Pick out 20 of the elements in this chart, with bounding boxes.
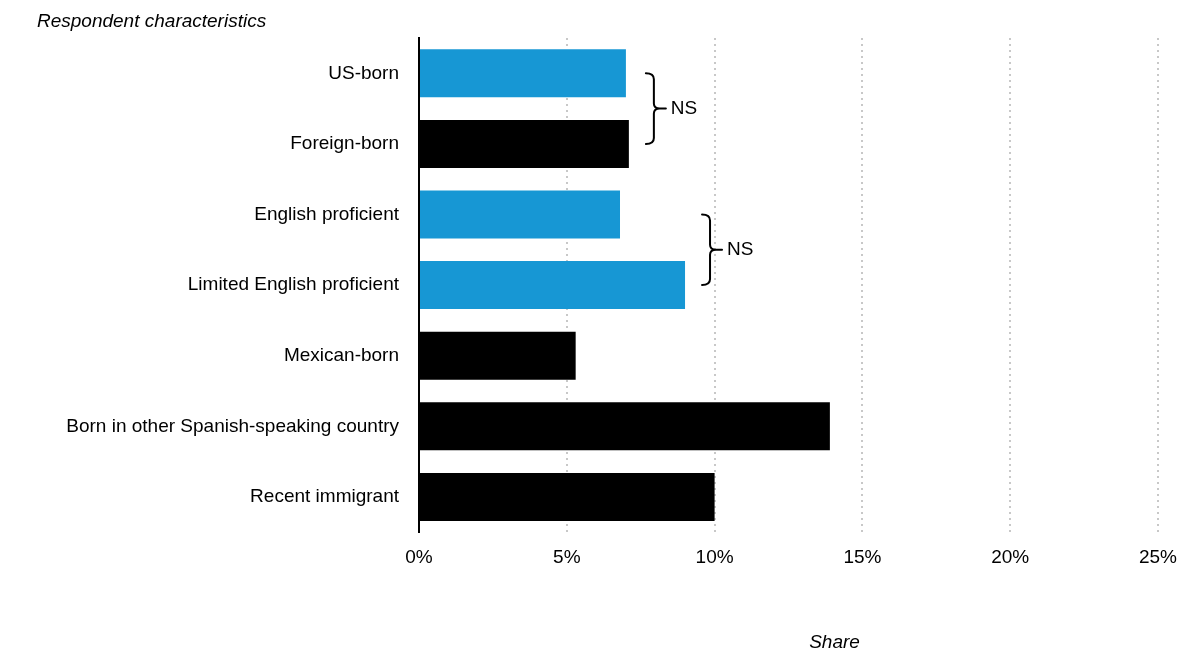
x-axis-title: Share	[809, 631, 860, 653]
y-tick-label: Born in other Spanish-speaking country	[66, 414, 400, 436]
y-tick-label: US-born	[328, 61, 399, 83]
x-tick-label: 0%	[405, 545, 433, 567]
bar	[420, 261, 686, 310]
bar	[420, 49, 626, 98]
annotation: NS	[670, 96, 698, 118]
x-tick-label: 15%	[843, 545, 882, 567]
y-tick-label: Foreign-born	[290, 132, 399, 154]
y-tick-label: Mexican-born	[283, 343, 399, 365]
annotation: NS	[727, 238, 754, 260]
y-tick-label: Limited English proficient	[187, 273, 400, 295]
x-tick-label: 20%	[991, 545, 1030, 567]
y-tick-label: English proficient	[254, 202, 400, 224]
y-tick-label: Recent immigrant	[250, 485, 400, 507]
bar	[420, 190, 620, 239]
x-tick-label: 10%	[695, 545, 734, 567]
x-tick-label: 25%	[1138, 545, 1178, 567]
y-axis-title: Respondent characteristics	[37, 10, 267, 32]
x-tick-label: 5%	[553, 545, 581, 567]
